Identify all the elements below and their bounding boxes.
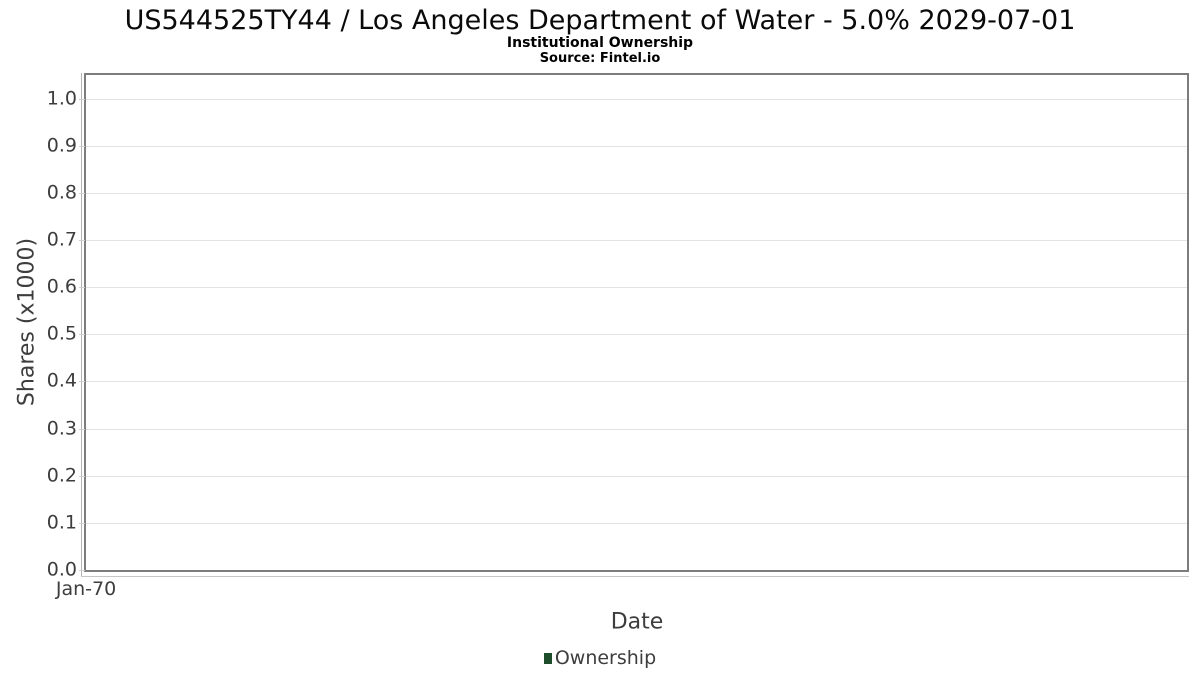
y-tick-mark — [79, 145, 85, 147]
gridline — [86, 475, 1187, 477]
y-axis-line — [81, 73, 82, 577]
gridline — [86, 381, 1187, 383]
gridline — [86, 98, 1187, 100]
chart-subtitle: Institutional Ownership — [506, 35, 694, 51]
y-tick-label: 1.0 — [46, 87, 77, 110]
y-tick-mark — [79, 192, 85, 194]
y-tick-label: 0.1 — [46, 511, 77, 534]
y-tick-mark — [79, 381, 85, 383]
legend-series-label: Ownership — [554, 646, 657, 669]
gridline — [86, 334, 1187, 336]
y-tick-label: 0.4 — [46, 369, 77, 392]
plot-area — [84, 73, 1189, 572]
y-tick-label: 0.6 — [46, 275, 77, 298]
y-tick-label: 0.2 — [46, 464, 77, 487]
y-tick-mark — [79, 334, 85, 336]
gridline — [86, 240, 1187, 241]
y-axis-ticks: 0.0 0.1 0.2 0.3 0.4 0.5 0.6 0.7 0.8 0.9 1.0 — [0, 73, 77, 579]
legend-item-ownership[interactable]: Ownership — [543, 646, 657, 669]
legend: Ownership — [0, 645, 1200, 671]
y-tick-mark — [79, 428, 85, 430]
x-axis-title: Date — [610, 609, 664, 635]
x-axis-line — [81, 576, 1189, 577]
gridline — [86, 192, 1187, 194]
y-tick-label: 0.3 — [46, 417, 77, 440]
y-tick-mark — [79, 522, 85, 524]
y-tick-mark — [79, 570, 85, 571]
y-tick-label: 0.8 — [46, 181, 77, 204]
gridline — [86, 428, 1187, 430]
chart-title: US544525TY44 / Los Angeles Department of… — [124, 5, 1076, 36]
x-tick-label: Jan-70 — [55, 578, 117, 600]
legend-series-marker — [543, 652, 552, 664]
y-tick-mark — [79, 240, 85, 241]
y-tick-label: 0.0 — [46, 558, 77, 581]
y-tick-label: 0.7 — [46, 228, 77, 251]
y-tick-label: 0.5 — [46, 322, 77, 345]
chart-source: Source: Fintel.io — [539, 51, 661, 66]
y-tick-mark — [79, 98, 85, 100]
y-tick-mark — [79, 475, 85, 477]
gridline — [86, 522, 1187, 524]
gridline — [86, 145, 1187, 147]
y-tick-label: 0.9 — [46, 134, 77, 157]
gridline — [86, 287, 1187, 289]
y-tick-mark — [79, 287, 85, 289]
